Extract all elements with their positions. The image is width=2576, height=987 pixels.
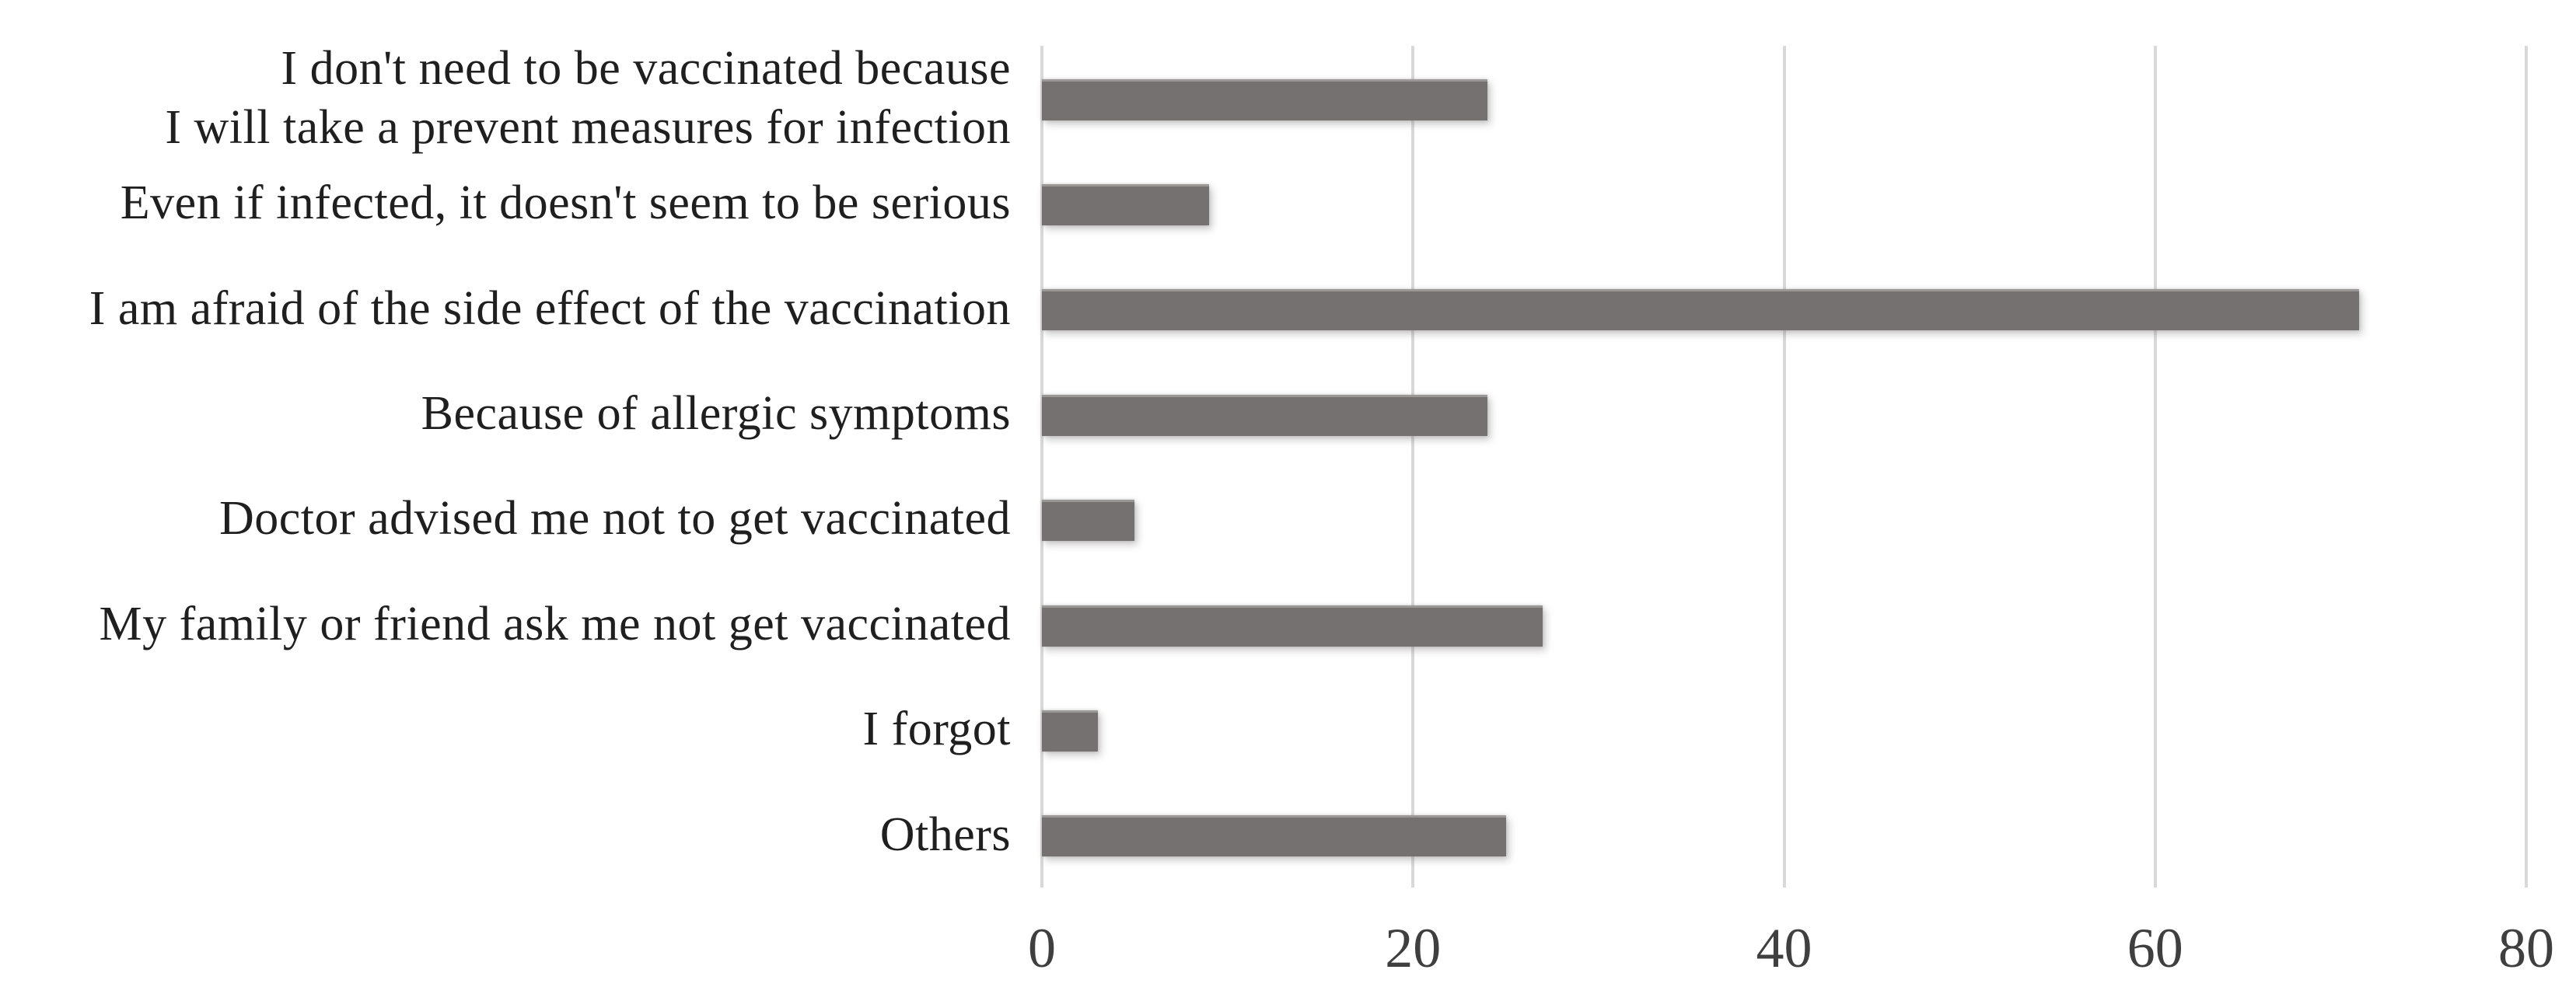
- x-tick-label: 60: [2127, 917, 2183, 979]
- x-tick-label: 40: [1756, 917, 1812, 979]
- category-label: Because of allergic symptoms: [421, 387, 1011, 440]
- category-label: Even if infected, it doesn't seem to be …: [120, 176, 1011, 230]
- bar: [1042, 605, 1543, 647]
- category-label: Others: [879, 807, 1011, 861]
- gridline-x-40: [1782, 46, 1786, 888]
- gridline-x-0: [1040, 46, 1043, 888]
- bar: [1042, 710, 1098, 752]
- bar: [1042, 78, 1487, 120]
- category-label: I am afraid of the side effect of the va…: [89, 281, 1011, 335]
- category-label: I forgot: [862, 703, 1011, 756]
- x-tick-label: 20: [1385, 917, 1442, 979]
- category-label: Doctor advised me not to get vaccinated: [218, 492, 1011, 546]
- gridline-x-80: [2525, 46, 2528, 888]
- bar: [1042, 184, 1209, 226]
- bar: [1042, 500, 1135, 542]
- category-label: I don't need to be vaccinated because I …: [165, 42, 1011, 154]
- gridline-x-60: [2153, 46, 2157, 888]
- bar: [1042, 815, 1506, 857]
- x-tick-label: 80: [2498, 917, 2554, 979]
- x-tick-label: 0: [1028, 917, 1056, 979]
- category-label: My family or friend ask me not get vacci…: [99, 597, 1011, 650]
- bar: [1042, 289, 2360, 331]
- bar: [1042, 394, 1487, 436]
- gridline-x-20: [1411, 46, 1415, 888]
